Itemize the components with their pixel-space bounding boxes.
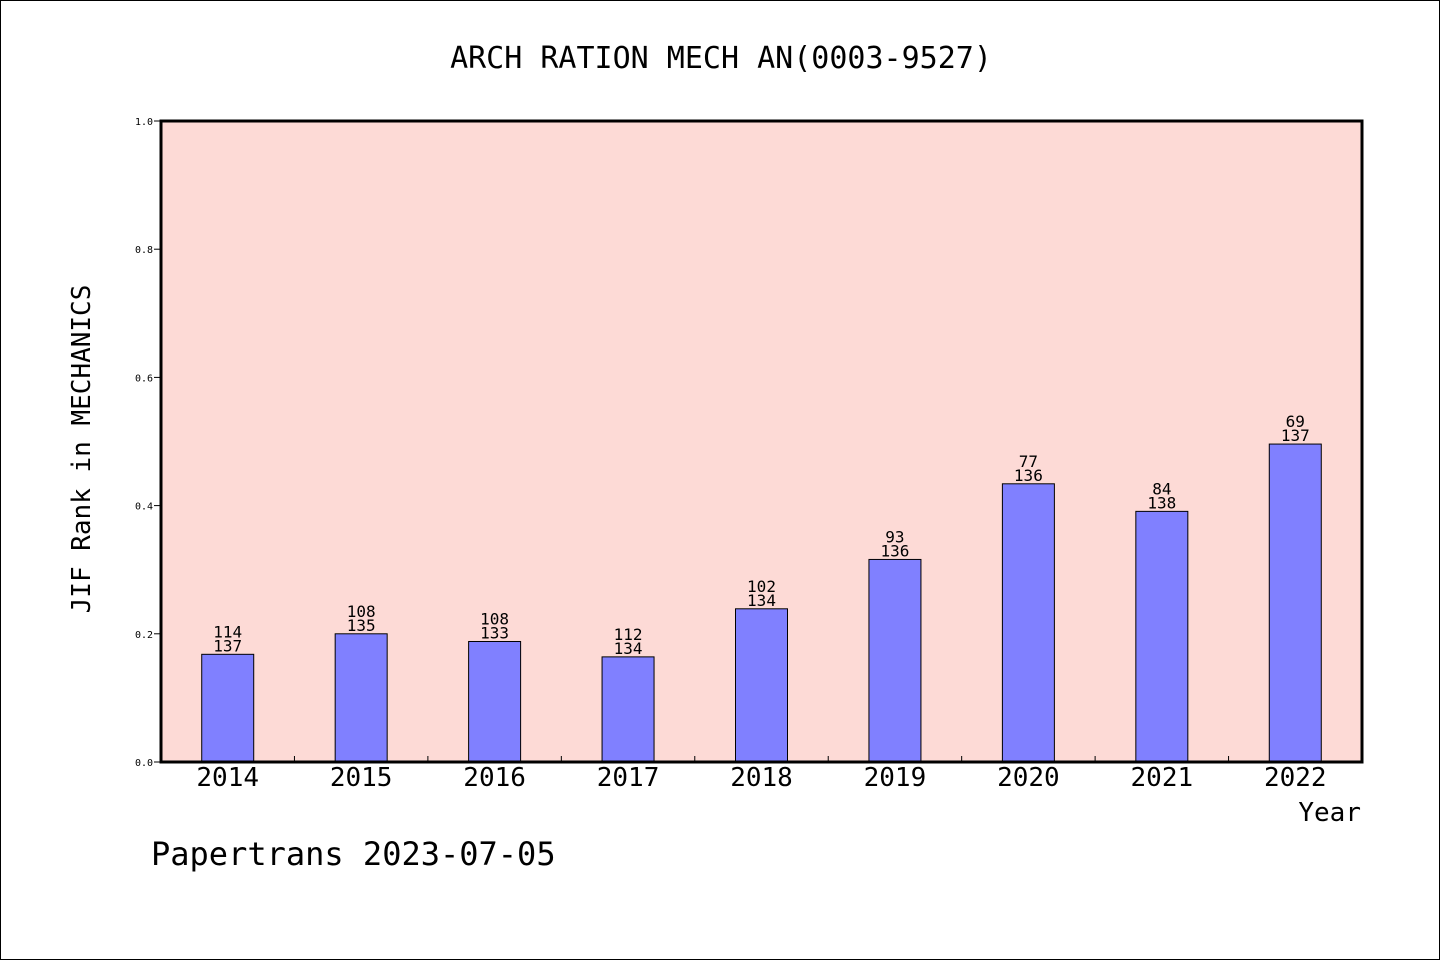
x-tick-label: 2019: [864, 763, 927, 793]
bar-total-label: 136: [1014, 466, 1043, 485]
bar-2016: [468, 640, 522, 763]
x-tick-label: 2016: [463, 763, 526, 793]
bar-total-label: 133: [480, 623, 509, 642]
y-tick-label: 0.6: [135, 373, 153, 384]
bar-total-label: 137: [213, 636, 242, 655]
bar-rank-label: 69: [1286, 412, 1305, 431]
bar-rank-label: 93: [885, 527, 904, 546]
bar-2014: [201, 653, 255, 763]
bar-rank-label: 108: [347, 602, 376, 621]
bar-rank-label: 102: [747, 577, 776, 596]
x-axis: 2014 2015 2016 2017 2018 2019 2020 2021 2022: [196, 756, 1327, 793]
x-tick-label: 2018: [730, 763, 793, 793]
bar-rank-label: 114: [213, 622, 242, 641]
bar-2017: [601, 656, 655, 763]
x-tick-label: 2015: [330, 763, 393, 793]
plot-border: [159, 119, 1364, 764]
y-tick-label: 0.0: [135, 758, 153, 769]
y-tick-label: 0.2: [135, 630, 153, 641]
chart-title: ARCH RATION MECH AN(0003-9527): [450, 41, 992, 76]
x-tick-label: 2014: [196, 763, 259, 793]
bar-total-label: 135: [347, 616, 376, 635]
bar-rank-label: 112: [614, 625, 643, 644]
bar-2015: [334, 633, 388, 763]
x-tick-label: 2017: [597, 763, 660, 793]
bar-total-label: 134: [747, 591, 776, 610]
bar-total-label: 136: [880, 541, 909, 560]
bar-rank-label: 108: [480, 609, 509, 628]
y-tick-label: 0.8: [135, 245, 153, 256]
x-tick-label: 2022: [1264, 763, 1327, 793]
bar-2021: [1135, 510, 1189, 763]
bar-2019: [868, 558, 922, 763]
bar-total-label: 134: [614, 639, 643, 658]
y-axis-label: JIF Rank in MECHANICS: [67, 285, 97, 614]
y-tick-label: 0.4: [135, 502, 153, 513]
y-tick-label: 1.0: [135, 117, 153, 128]
y-axis: 0.0 0.2 0.4 0.6 0.8 1.0: [135, 117, 161, 769]
x-axis-label: Year: [1298, 798, 1361, 828]
bar-total-label: 138: [1147, 493, 1176, 512]
x-tick-label: 2020: [997, 763, 1060, 793]
footer-credit: Papertrans 2023-07-05: [151, 835, 556, 873]
bar-2020: [1001, 483, 1055, 763]
bar-total-label: 137: [1281, 426, 1310, 445]
bar-rank-label: 77: [1019, 452, 1038, 471]
bar-2022: [1268, 443, 1322, 763]
bar-rank-label: 84: [1152, 479, 1171, 498]
bar-2018: [735, 608, 788, 763]
x-tick-label: 2021: [1131, 763, 1194, 793]
